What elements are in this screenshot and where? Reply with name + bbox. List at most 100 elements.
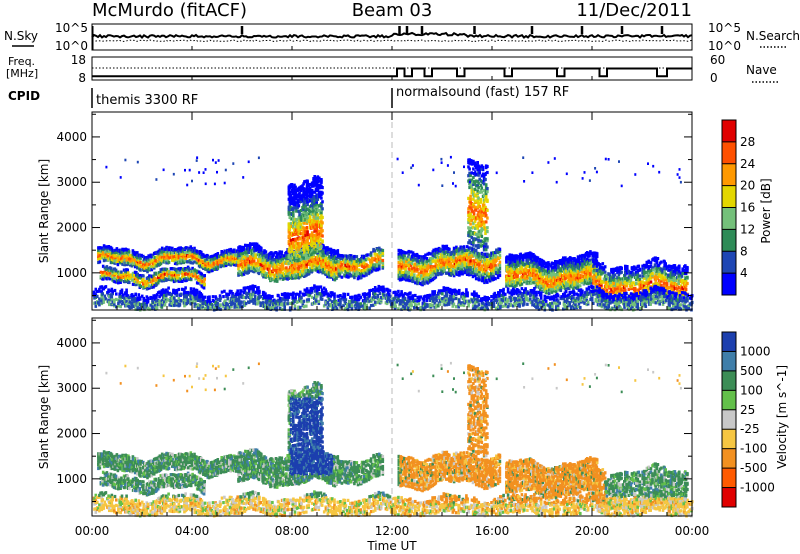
power-cell <box>294 262 297 266</box>
power-cell <box>195 275 199 279</box>
power-cell <box>547 288 551 292</box>
power-cell <box>486 230 489 234</box>
power-cell <box>119 257 123 261</box>
power-cell <box>425 268 429 273</box>
power-cell <box>99 256 103 260</box>
power-cell <box>329 275 333 279</box>
power-cell <box>307 271 311 276</box>
power-cell <box>237 260 240 264</box>
power-cell <box>589 270 592 274</box>
power-cell <box>105 277 109 281</box>
power-cell <box>484 205 487 209</box>
power-cell <box>299 185 303 189</box>
power-cell <box>404 270 408 274</box>
power-cell <box>320 202 323 206</box>
power-cell <box>488 279 492 283</box>
power-cell <box>381 253 385 257</box>
power-cell <box>404 278 408 282</box>
power-cell <box>411 279 415 284</box>
power-cell <box>538 271 542 275</box>
power-cell <box>299 187 303 191</box>
power-cell <box>197 270 201 274</box>
power-cell <box>200 272 204 276</box>
power-cell <box>188 259 192 263</box>
power-cell <box>510 275 513 279</box>
power-cell <box>308 182 312 187</box>
power-cell <box>577 258 581 262</box>
power-cell <box>254 248 257 252</box>
power-cell <box>121 251 124 255</box>
power-cell <box>252 266 256 270</box>
power-cell <box>554 272 557 277</box>
power-cell <box>431 250 435 254</box>
power-cell <box>306 233 309 237</box>
power-cell <box>477 173 480 177</box>
power-cell <box>310 199 314 203</box>
power-cell <box>436 271 440 276</box>
power-cell <box>465 258 469 262</box>
power-cell <box>565 281 568 285</box>
power-cell <box>586 268 590 273</box>
power-cell <box>110 255 114 259</box>
power-cell <box>595 252 599 256</box>
power-cell <box>486 216 489 220</box>
power-cell <box>469 200 472 204</box>
power-cell <box>310 240 314 244</box>
power-cell <box>562 256 565 260</box>
power-cell <box>135 271 138 275</box>
power-cell <box>260 250 263 255</box>
power-cell <box>306 188 309 192</box>
power-cell <box>571 257 574 261</box>
power-cell <box>230 261 233 265</box>
power-cell <box>230 248 233 252</box>
power-cell <box>423 282 426 286</box>
power-cell <box>404 257 408 261</box>
power-cell <box>287 205 291 209</box>
power-cell <box>486 164 489 169</box>
power-cell <box>252 270 256 274</box>
power-cell <box>266 257 270 261</box>
power-cell <box>432 265 435 269</box>
power-cell <box>479 183 483 187</box>
power-cell <box>254 256 257 260</box>
power-cell <box>350 261 354 265</box>
power-cell <box>151 253 155 257</box>
power-cell <box>121 255 124 259</box>
power-cell <box>482 240 486 244</box>
power-cell <box>298 254 301 258</box>
power-cell <box>135 273 138 277</box>
power-cell <box>302 207 305 212</box>
power-cell <box>320 179 323 183</box>
power-cell <box>495 257 498 261</box>
power-cell <box>244 265 247 269</box>
power-cell <box>233 260 237 264</box>
power-cell <box>565 284 568 288</box>
power-cell <box>288 250 292 254</box>
power-cell <box>476 161 479 165</box>
power-cell <box>469 212 472 216</box>
power-cell <box>472 210 475 214</box>
power-cell <box>238 254 241 258</box>
power-cell <box>326 266 329 270</box>
power-cell <box>424 260 427 264</box>
power-cell <box>307 270 311 274</box>
nsky-label: N.Sky <box>4 29 38 43</box>
power-cell <box>222 264 226 268</box>
power-cell <box>330 270 333 274</box>
power-cell <box>427 251 431 255</box>
power-cell <box>439 251 442 255</box>
power-cell <box>470 240 474 244</box>
power-cell <box>472 259 476 263</box>
power-cell <box>209 266 212 270</box>
power-cell <box>294 276 297 280</box>
power-cell <box>321 191 324 195</box>
power-cell <box>470 178 474 182</box>
power-cell <box>403 251 406 255</box>
power-cell <box>312 208 315 212</box>
power-cell <box>473 182 477 186</box>
power-cell <box>292 273 295 277</box>
power-cell <box>254 262 257 266</box>
power-cell <box>313 194 316 199</box>
power-cell <box>443 244 446 249</box>
power-cell <box>247 269 250 273</box>
